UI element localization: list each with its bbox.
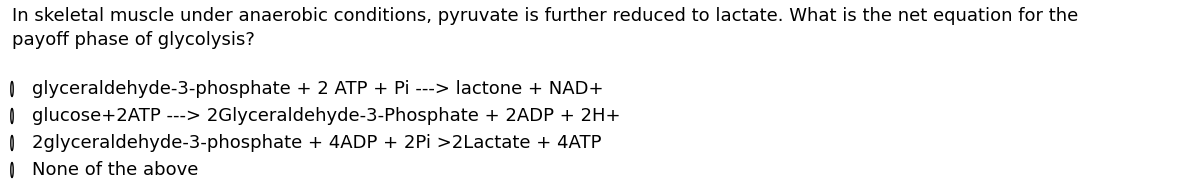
Text: glucose+2ATP ---> 2Glyceraldehyde-3-Phosphate + 2ADP + 2H+: glucose+2ATP ---> 2Glyceraldehyde-3-Phos… [32, 107, 620, 125]
Text: glyceraldehyde-3-phosphate + 2 ATP + Pi ---> lactone + NAD+: glyceraldehyde-3-phosphate + 2 ATP + Pi … [32, 80, 603, 98]
Text: In skeletal muscle under anaerobic conditions, pyruvate is further reduced to la: In skeletal muscle under anaerobic condi… [12, 7, 1078, 49]
Text: 2glyceraldehyde-3-phosphate + 4ADP + 2Pi >2Lactate + 4ATP: 2glyceraldehyde-3-phosphate + 4ADP + 2Pi… [32, 134, 602, 152]
Text: None of the above: None of the above [32, 161, 199, 179]
